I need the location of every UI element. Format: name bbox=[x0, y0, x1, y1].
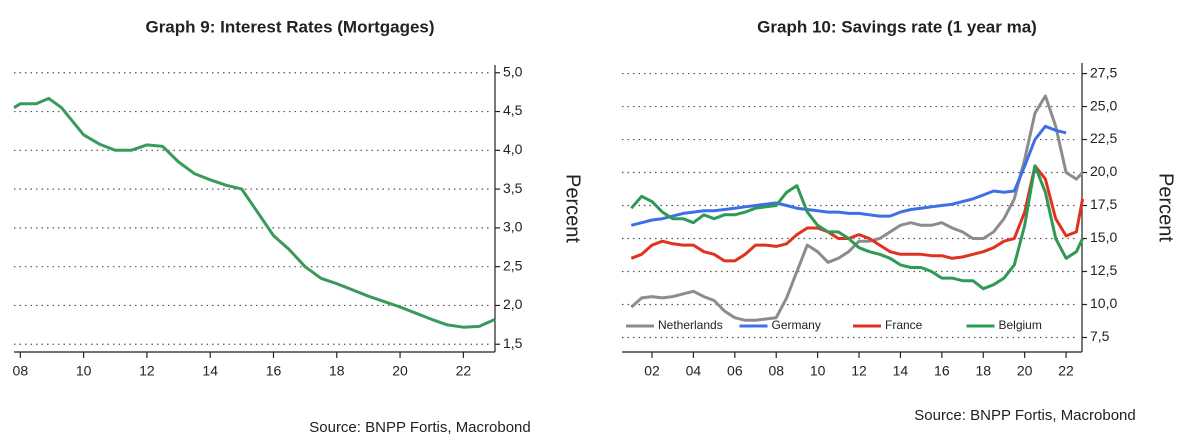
chart-title: Graph 9: Interest Rates (Mortgages) bbox=[145, 17, 434, 36]
source: Source: BNPP Fortis, Macrobond bbox=[309, 419, 530, 436]
y-tick-label: 2,5 bbox=[503, 257, 523, 273]
x-tick-label: 20 bbox=[1017, 363, 1033, 379]
x-tick-label: 22 bbox=[1058, 363, 1074, 379]
x-tick-label: 12 bbox=[139, 363, 155, 379]
x-tick-label: 18 bbox=[975, 363, 991, 379]
x-tick-label: 18 bbox=[329, 363, 345, 379]
legend-label: France bbox=[885, 318, 923, 332]
series-line bbox=[13, 96, 496, 329]
series-line bbox=[630, 164, 1084, 291]
y-axis-label: Percent bbox=[1155, 173, 1177, 242]
y-tick-label: 2,0 bbox=[503, 296, 523, 312]
series-line bbox=[630, 124, 1067, 227]
y-tick-label: 4,5 bbox=[503, 102, 523, 118]
y-axis-label: Percent bbox=[562, 174, 584, 243]
y-tick-label: 12,5 bbox=[1090, 262, 1117, 278]
x-tick-label: 02 bbox=[644, 363, 660, 379]
series-line bbox=[630, 94, 1084, 322]
series-line bbox=[630, 164, 1085, 263]
y-tick-label: 25,0 bbox=[1090, 97, 1117, 113]
x-tick-label: 12 bbox=[851, 363, 867, 379]
y-tick-label: 3,0 bbox=[503, 219, 523, 235]
source: Source: BNPP Fortis, Macrobond bbox=[914, 407, 1135, 424]
x-tick-label: 08 bbox=[13, 363, 29, 379]
x-tick-label: 10 bbox=[76, 363, 92, 379]
legend-label: Belgium bbox=[999, 318, 1042, 332]
legend: Netherlands Germany France Belgium bbox=[626, 318, 1042, 332]
y-tick-label: 27,5 bbox=[1090, 64, 1117, 80]
x-tick-label: 16 bbox=[266, 363, 282, 379]
y-tick-label: 7,5 bbox=[1090, 328, 1110, 344]
x-tick-label: 22 bbox=[456, 363, 472, 379]
legend-label: Germany bbox=[772, 318, 821, 332]
x-tick-label: 14 bbox=[202, 363, 218, 379]
x-tick-label: 10 bbox=[810, 363, 826, 379]
y-tick-label: 22,5 bbox=[1090, 130, 1117, 146]
y-tick-label: 3,5 bbox=[503, 180, 523, 196]
chart-title: Graph 10: Savings rate (1 year ma) bbox=[757, 17, 1037, 36]
y-tick-label: 5,0 bbox=[503, 63, 523, 79]
y-tick-label: 4,0 bbox=[503, 141, 523, 157]
x-tick-label: 16 bbox=[934, 363, 950, 379]
chart: Graph 10: Savings rate (1 year ma) 7,5 10,… bbox=[622, 17, 1177, 424]
y-tick-label: 1,5 bbox=[503, 335, 523, 351]
legend-label: Netherlands bbox=[658, 318, 723, 332]
x-tick-label: 14 bbox=[893, 363, 909, 379]
y-tick-label: 15,0 bbox=[1090, 229, 1117, 245]
x-tick-label: 08 bbox=[768, 363, 784, 379]
x-tick-label: 04 bbox=[686, 363, 702, 379]
y-tick-label: 10,0 bbox=[1090, 295, 1117, 311]
x-tick-label: 20 bbox=[392, 363, 408, 379]
x-tick-label: 06 bbox=[727, 363, 743, 379]
chart: Graph 9: Interest Rates (Mortgages) 1,5 2,… bbox=[13, 17, 584, 435]
y-tick-label: 17,5 bbox=[1090, 196, 1117, 212]
y-tick-label: 20,0 bbox=[1090, 163, 1117, 179]
